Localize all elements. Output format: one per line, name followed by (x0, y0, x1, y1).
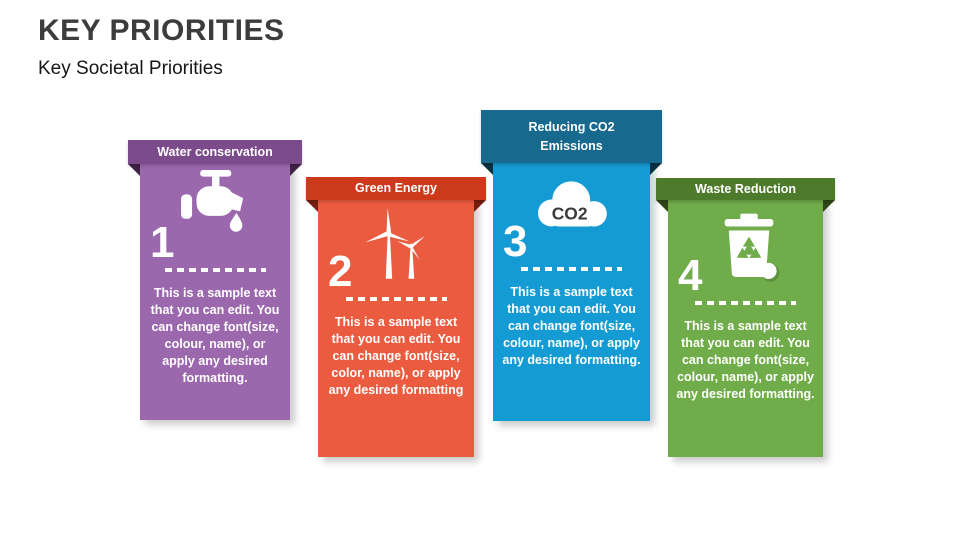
card-icon-row: 3 CO2 (493, 163, 650, 266)
ribbon-fold-left (656, 200, 668, 212)
card-body: 2 This is a sample text that you can edi… (318, 200, 474, 457)
co2-label: CO2 (551, 203, 587, 223)
recycle-bin-icon (718, 208, 780, 284)
co2-cloud-icon: CO2 (527, 175, 617, 232)
card-text: This is a sample text that you can edit.… (676, 319, 815, 401)
card-title: Green Energy (355, 181, 437, 196)
card-title: Water conservation (157, 144, 273, 159)
faucet-icon (174, 170, 256, 238)
dashed-divider (164, 268, 266, 272)
ribbon-fold-left (128, 164, 140, 176)
card-ribbon-banner: Green Energy (306, 177, 486, 200)
slide-subtitle: Key Societal Priorities (38, 58, 223, 79)
card-ribbon-banner: Water conservation (128, 140, 302, 164)
ribbon-fold-right (823, 200, 835, 212)
card-title: Reducing CO2 Emissions (528, 120, 615, 153)
card-number: 4 (678, 250, 703, 300)
ribbon-fold-right (474, 200, 486, 212)
card-number: 1 (150, 217, 175, 267)
card-text: This is a sample text that you can edit.… (150, 286, 280, 385)
card-icon-row: 1 (140, 164, 290, 267)
dashed-divider (521, 267, 622, 271)
card-icon-row: 2 (318, 200, 474, 296)
wind-turbine-icon (358, 204, 434, 282)
dashed-divider (695, 301, 796, 305)
card-title: Waste Reduction (695, 181, 796, 196)
card-text: This is a sample text that you can edit.… (502, 285, 641, 367)
card-body: 1 This is a sample text that you can edi… (140, 164, 290, 420)
slide-title: KEY PRIORITIES (38, 14, 285, 47)
card-ribbon-banner: Waste Reduction (656, 178, 835, 200)
ribbon-fold-right (650, 163, 662, 175)
card-ribbon-banner: Reducing CO2 Emissions (481, 110, 662, 163)
card-number: 2 (328, 246, 353, 296)
ribbon-fold-left (481, 163, 493, 175)
card-text: This is a sample text that you can edit.… (328, 315, 464, 397)
ribbon-fold-left (306, 200, 318, 212)
ribbon-fold-right (290, 164, 302, 176)
card-number: 3 (503, 216, 528, 266)
card-icon-row: 4 (668, 200, 823, 300)
dashed-divider (345, 297, 447, 301)
card-body: 4 This is (668, 200, 823, 457)
card-body: 3 CO2 This is a sample text that you can… (493, 163, 650, 421)
